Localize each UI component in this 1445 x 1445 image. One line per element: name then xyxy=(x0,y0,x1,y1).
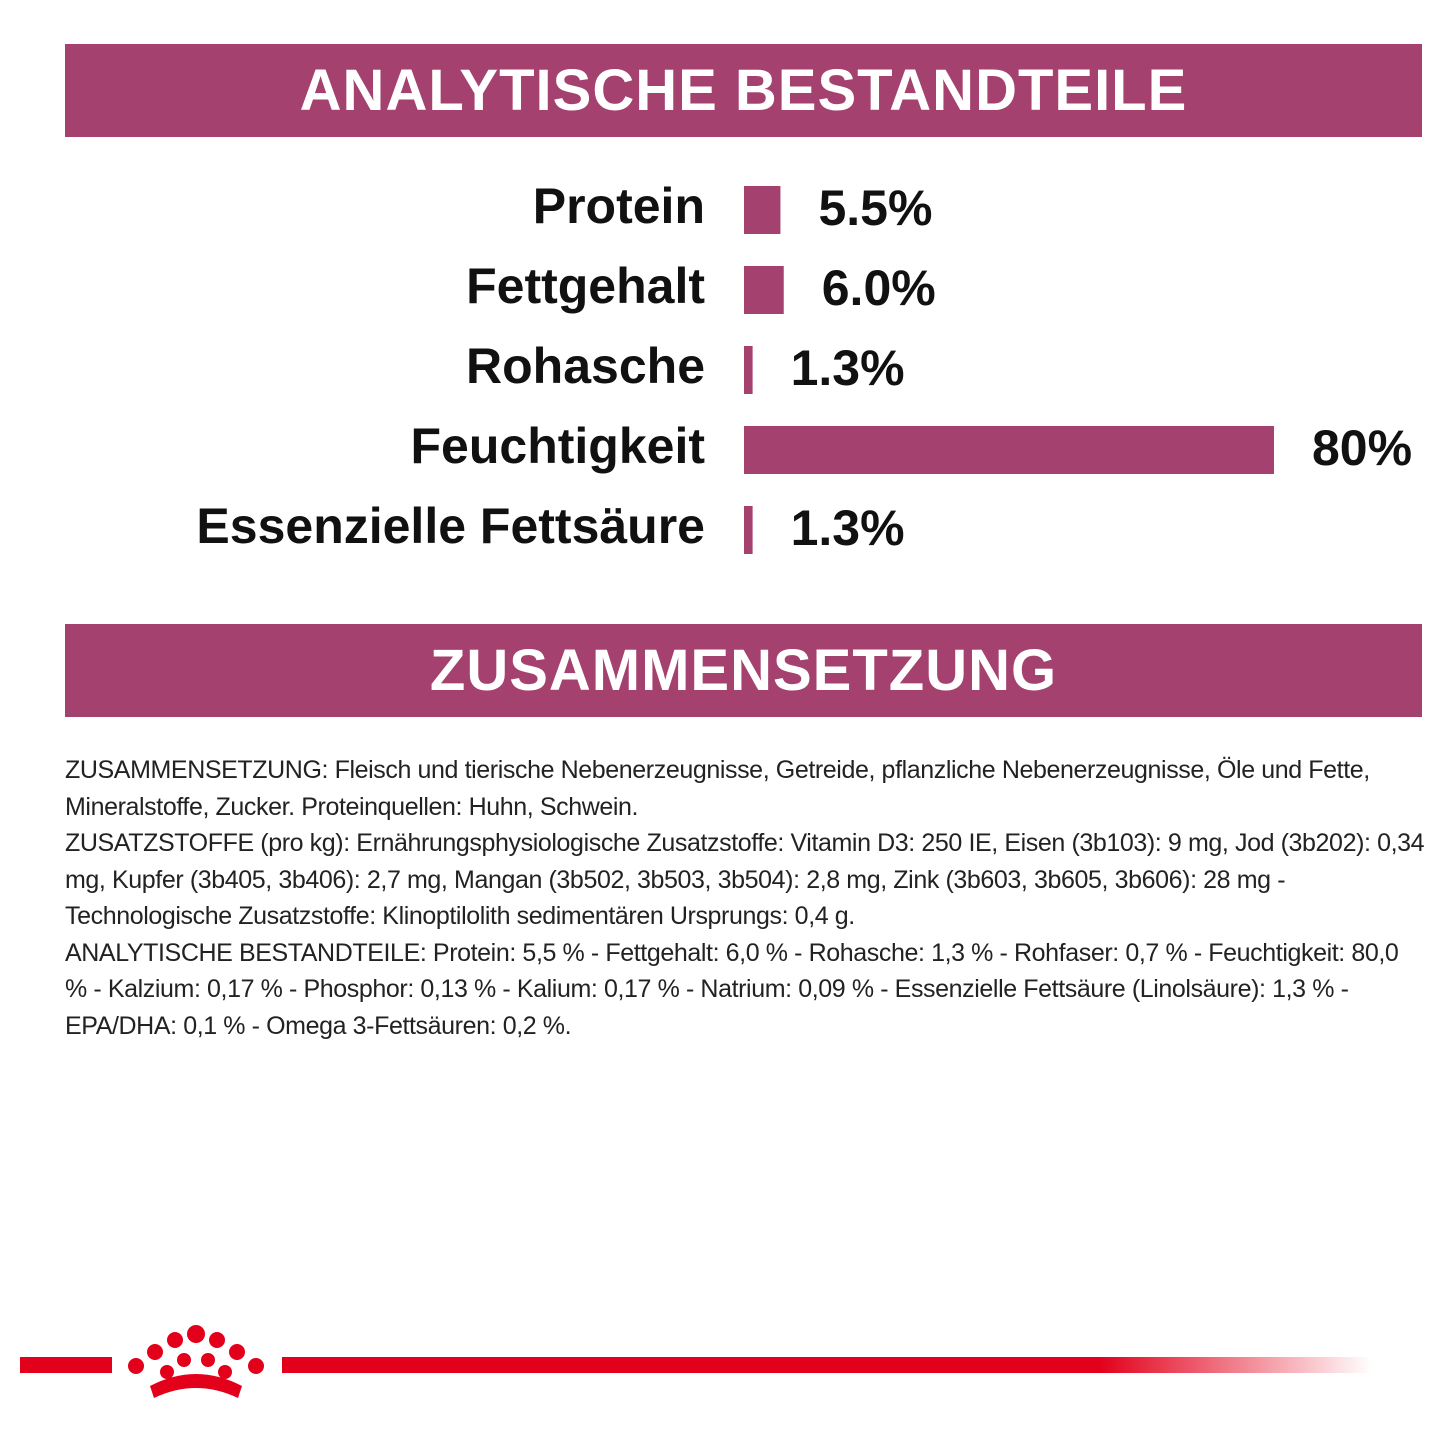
footer-line xyxy=(20,1357,112,1373)
paragraph: ZUSAMMENSETZUNG: Fleisch und tierische N… xyxy=(65,756,1370,821)
bar xyxy=(744,506,753,554)
chart: Protein 5.5% Fettgehalt 6.0% Rohasche 1.3% Feu… xyxy=(196,178,1412,556)
bar xyxy=(744,426,1274,474)
category-label: Protein xyxy=(533,178,705,234)
value-label: 1.3% xyxy=(791,500,905,556)
crown-logo xyxy=(128,1325,264,1398)
category-label: Feuchtigkeit xyxy=(411,418,706,474)
value-label: 1.3% xyxy=(791,340,905,396)
chart-title: ANALYTISCHE BESTANDTEILE xyxy=(65,44,1422,137)
footer-line xyxy=(282,1357,1372,1373)
section-title: ZUSAMMENSETZUNG xyxy=(65,624,1422,717)
paragraph: ZUSATZSTOFFE (pro kg): Ernährungsphysiol… xyxy=(65,829,1425,930)
bar xyxy=(744,346,753,394)
value-label: 5.5% xyxy=(818,180,932,236)
value-label: 6.0% xyxy=(822,260,936,316)
paragraph: ANALYTISCHE BESTANDTEILE: Protein: 5,5 %… xyxy=(65,938,1399,1040)
category-label: Fettgehalt xyxy=(466,258,705,314)
bar xyxy=(744,266,784,314)
category-label: Rohasche xyxy=(466,338,705,394)
bar xyxy=(744,186,781,234)
category-label: Essenzielle Fettsäure xyxy=(196,498,705,554)
value-label: 80% xyxy=(1312,420,1412,476)
composition-text: ZUSAMMENSETZUNG: Fleisch und tierische N… xyxy=(65,752,1425,1044)
footer xyxy=(20,1325,1372,1398)
